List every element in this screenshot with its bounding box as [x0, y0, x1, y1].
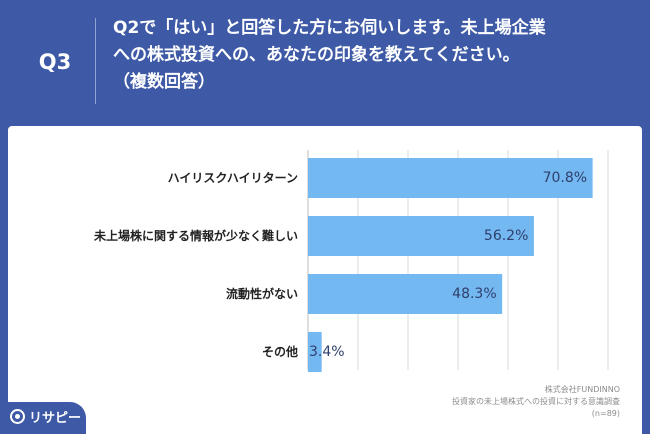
bar-chart	[307, 150, 609, 372]
category-label: 流動性がない	[225, 287, 298, 301]
bar	[308, 332, 322, 372]
question-number: Q3	[38, 50, 72, 74]
category-label: ハイリスクハイリターン	[167, 171, 298, 185]
category-label: その他	[261, 345, 298, 359]
category-label: 未上場株に関する情報が少なく難しい	[93, 229, 298, 243]
bar	[308, 216, 534, 256]
value-label: 56.2%	[483, 228, 529, 244]
question-line-1: Q2で「はい」と回答した方にお伺いします。未上場企業	[113, 18, 546, 38]
question-header: Q3 Q2で「はい」と回答した方にお伺いします。未上場企業 への株式投資への、あ…	[0, 0, 650, 124]
value-label: 48.3%	[452, 286, 497, 302]
source-note: 株式会社FUNDINNO 投資家の未上場株式への投資に対する意識調査 (n=89…	[452, 384, 620, 420]
logo-text: リサピー	[29, 411, 82, 426]
logo-corner: リサピー	[0, 402, 86, 434]
source-survey: 投資家の未上場株式への投資に対する意識調査	[452, 397, 620, 406]
question-line-2: への株式投資への、あなたの印象を教えてください。	[113, 45, 520, 65]
question-line-3: （複数回答）	[113, 72, 215, 92]
source-sample: (n=89)	[591, 409, 620, 418]
chart-panel: ハイリスクハイリターン 70.8% 未上場株に関する情報が少なく難しい 56.2% 流動…	[8, 126, 642, 434]
value-label: 3.4%	[309, 344, 345, 360]
header-divider	[95, 18, 96, 104]
bar	[308, 274, 503, 314]
bar	[308, 158, 593, 198]
value-label: 70.8%	[542, 170, 588, 186]
question-text: Q2で「はい」と回答した方にお伺いします。未上場企業 への株式投資への、あなたの…	[113, 15, 633, 96]
source-company: 株式会社FUNDINNO	[544, 385, 620, 394]
risapi-logo-icon	[10, 409, 25, 424]
risapi-logo: リサピー	[10, 407, 81, 426]
